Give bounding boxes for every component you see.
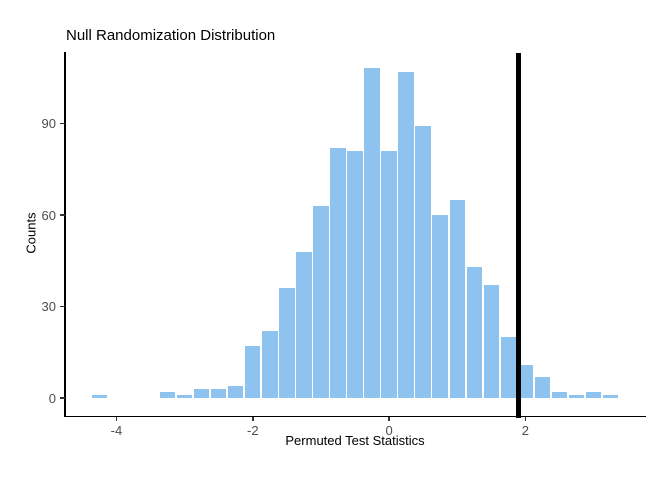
histogram-bar	[210, 389, 227, 399]
x-tick-label: -2	[246, 422, 259, 438]
histogram-bar	[551, 392, 568, 399]
histogram-bar	[193, 389, 210, 399]
x-axis-line	[64, 415, 646, 418]
histogram-bar	[585, 392, 602, 399]
histogram-bar	[432, 215, 448, 399]
histogram-bar	[500, 337, 517, 399]
histogram-bar	[159, 392, 176, 399]
histogram-bar	[415, 126, 431, 399]
histogram-bar	[398, 71, 414, 399]
histogram-bar	[381, 150, 397, 399]
y-tick-mark	[60, 214, 65, 216]
y-tick-label: 0	[48, 390, 56, 406]
histogram-bar	[602, 395, 619, 399]
x-tick-label: 0	[385, 422, 393, 438]
histogram-bar	[449, 199, 465, 399]
histogram-bar	[228, 385, 244, 399]
x-tick-label: 2	[521, 422, 529, 438]
x-tick-mark	[252, 417, 254, 421]
y-tick-label: 90	[41, 115, 56, 131]
histogram-bar	[296, 251, 312, 399]
histogram-bar	[568, 395, 585, 399]
histogram-bar	[483, 285, 500, 399]
histogram-bar	[279, 288, 295, 399]
histogram-bar	[347, 150, 363, 399]
histogram-bar	[534, 376, 551, 399]
y-axis-line	[64, 52, 66, 417]
x-tick-mark	[388, 417, 390, 421]
y-tick-label: 30	[41, 299, 56, 315]
histogram-bar	[313, 205, 329, 399]
x-tick-mark	[115, 417, 118, 421]
histogram-bar	[262, 331, 278, 399]
histogram-bar	[245, 346, 261, 399]
histogram-bar	[91, 395, 108, 399]
histogram-bar	[364, 68, 380, 399]
x-tick-label: -4	[110, 422, 123, 438]
y-tick-label: 60	[41, 207, 56, 223]
y-tick-mark	[60, 305, 65, 308]
y-axis-title: Counts	[23, 212, 39, 254]
chart-title: Null Randomization Distribution	[66, 27, 276, 44]
observed-statistic-line	[516, 53, 522, 418]
histogram-bar	[466, 266, 482, 399]
x-tick-mark	[524, 417, 527, 421]
histogram-bar	[330, 147, 346, 399]
x-axis-title: Permuted Test Statistics	[285, 433, 425, 448]
y-tick-mark	[60, 397, 65, 399]
y-tick-mark	[60, 122, 65, 125]
histogram-bar	[517, 364, 534, 399]
plot-panel: -4 -2 0 2 0 30 60 90	[42, 52, 646, 438]
histogram-bar	[176, 395, 193, 399]
